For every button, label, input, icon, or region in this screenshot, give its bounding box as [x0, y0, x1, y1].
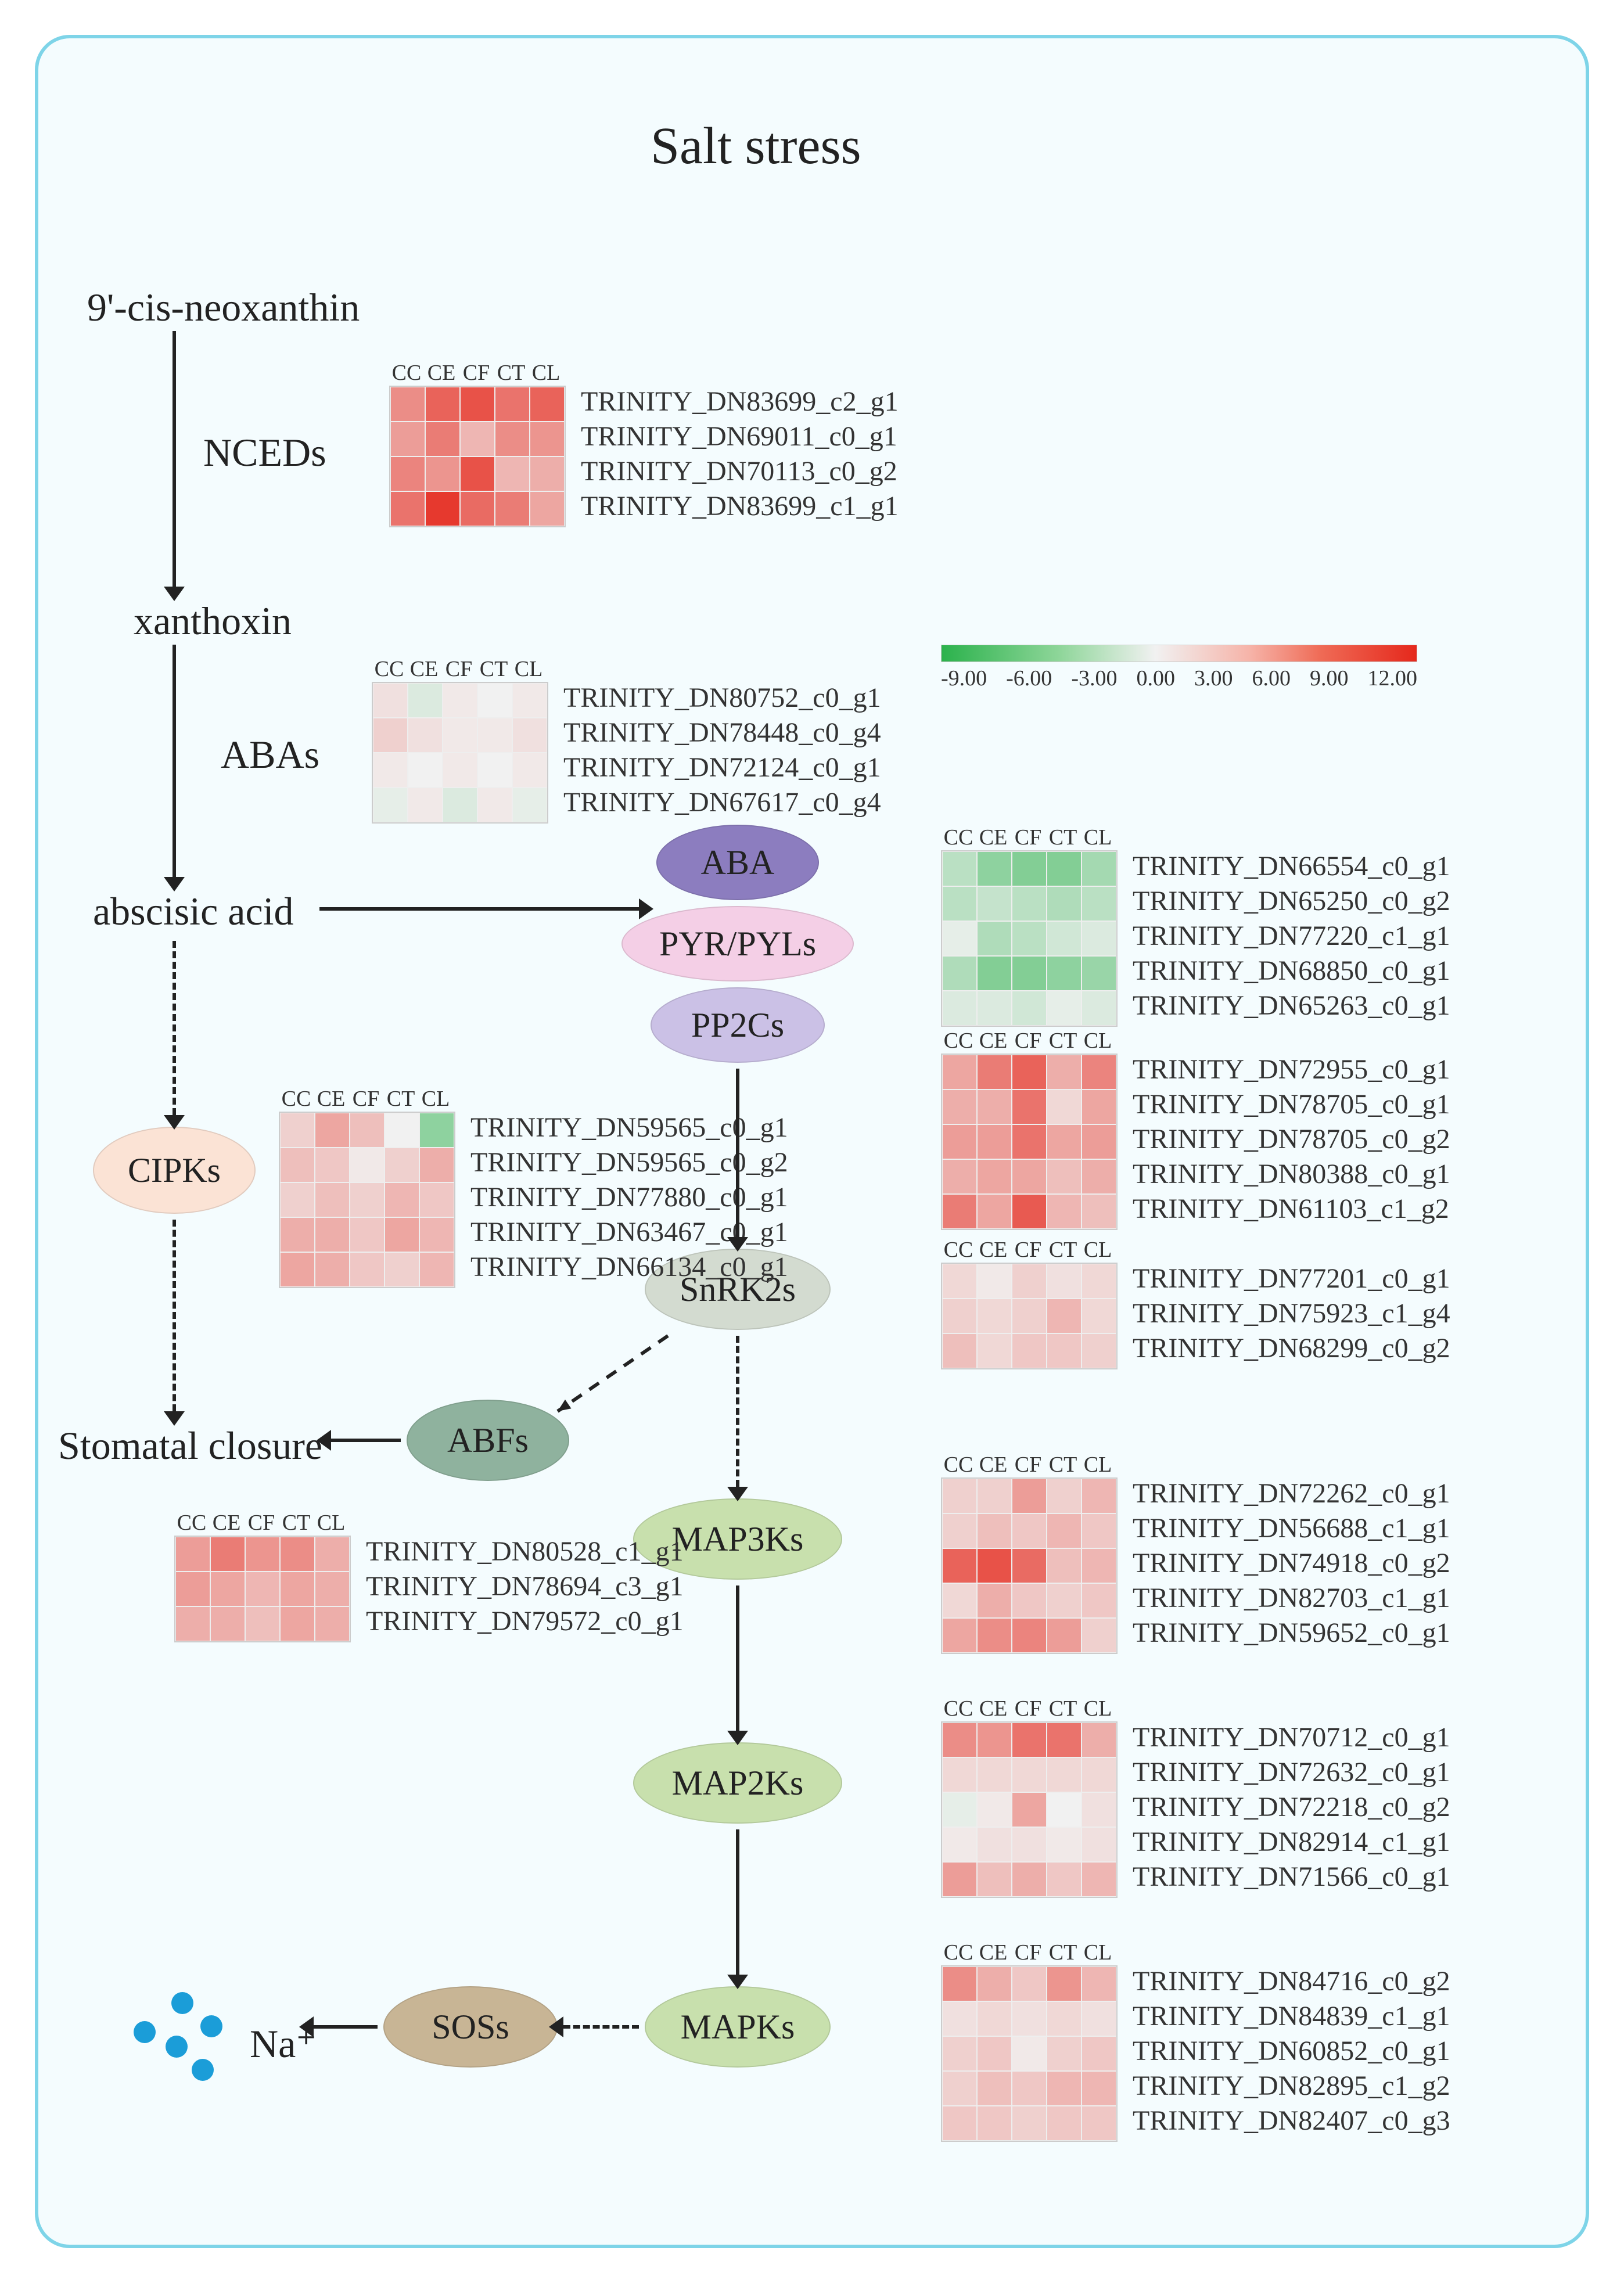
arrow-head [317, 1430, 331, 1451]
na-dot [134, 2021, 156, 2043]
arrow-head [549, 2016, 563, 2037]
arrow [563, 2025, 639, 2029]
arrow-head [727, 1731, 748, 1745]
na-dot [200, 2015, 222, 2037]
arrow-head [727, 1975, 748, 1989]
arrow [314, 2025, 378, 2029]
na-dot [192, 2059, 214, 2081]
na-dot [171, 1992, 193, 2014]
arrow [331, 1439, 401, 1442]
arrow [0, 0, 1624, 2283]
arrow [736, 1829, 739, 1975]
arrow-head [299, 2016, 314, 2037]
arrow [736, 1585, 739, 1731]
na-dot [166, 2036, 188, 2058]
